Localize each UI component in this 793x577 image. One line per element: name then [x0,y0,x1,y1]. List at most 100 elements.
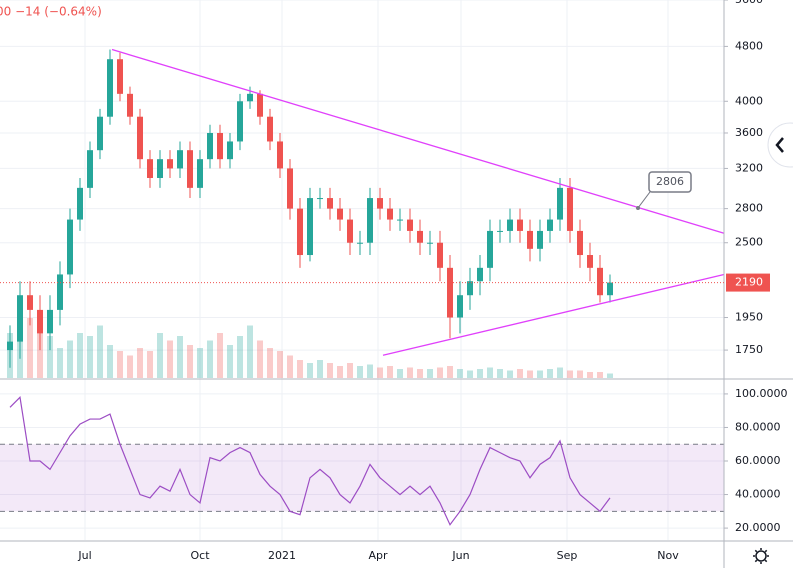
candle-body [67,219,73,275]
annotation-point [636,205,640,210]
trendline [111,48,725,234]
candle-body [57,274,63,310]
candle-body [367,198,373,243]
candle-body [587,255,593,268]
x-tick-label: Sep [557,549,578,562]
y-tick-label: 1950 [735,311,763,324]
volume-bar [67,340,73,378]
volume-bar [467,370,473,378]
volume-bar [577,370,583,378]
gear-teeth[interactable] [753,548,769,564]
candle-body [597,267,603,296]
candle-body [317,198,323,200]
volume-bar [457,369,463,378]
candle-body [257,93,263,117]
candle-body [567,187,573,231]
candle-body [17,295,23,342]
volume-bar [317,360,323,378]
annotation-connector [637,191,651,209]
x-tick-label: Nov [657,549,679,562]
candle-body [387,208,393,220]
collapse-button[interactable] [767,122,793,168]
candle-body [97,116,103,151]
volume-bar [227,345,233,378]
candle-body [287,168,293,209]
volume-bar [377,367,383,378]
candle-body [407,219,413,231]
candle-body [277,141,283,169]
candle-body [127,93,133,117]
last-price-label: 2190 [735,276,763,289]
candle-body [497,230,503,232]
y-tick-label: 5600 [735,0,763,6]
x-tick-label: 2021 [268,549,296,562]
candle-body [227,141,233,160]
candle-body [37,309,43,334]
y-tick-label: 1750 [735,343,763,356]
candle-body [517,219,523,231]
candle-body [427,242,433,244]
volume-bar [47,336,53,378]
candle-body [267,116,273,142]
volume-bar [117,351,123,378]
volume-bar [197,348,203,378]
volume-bar [407,367,413,378]
volume-bar [417,369,423,378]
rsi-tick-label: 20.0000 [735,521,781,534]
annotation-box [648,171,692,193]
candle-body [117,59,123,94]
volume-bar [27,318,33,378]
y-tick-label: 3200 [735,161,763,174]
x-tick-label: Apr [368,549,388,562]
settings-icon[interactable] [753,548,769,564]
button-circle[interactable] [767,122,793,168]
volume-bar [77,333,83,378]
volume-bar [397,369,403,378]
volume-bar [217,333,223,378]
candle-body [577,230,583,256]
volume-bar [187,345,193,378]
candle-body [157,159,163,178]
rsi-tick-label: 100.0000 [735,387,788,400]
volume-bar [17,340,23,378]
x-tick-label: Oct [190,549,210,562]
candle-body [177,150,183,169]
gear[interactable] [755,550,767,562]
volume-bar [177,336,183,378]
candle-body [397,219,403,221]
volume-bar [517,369,523,378]
volume-bar [267,348,273,378]
last-price-box [726,273,770,292]
volume-bar [347,363,353,378]
candle-body [167,159,173,169]
candle-body [187,150,193,188]
candle-body [547,219,553,231]
grid [0,0,724,540]
candle-body [87,150,93,188]
x-tick-label: Jun [451,549,469,562]
candle-body [507,219,513,231]
candle-body [327,198,333,209]
volume-bar [157,333,163,378]
volume-bar [557,367,563,378]
rsi-tick-label: 80.0000 [735,420,781,433]
rsi-tick-label: 40.0000 [735,488,781,501]
trendline [382,273,725,356]
candle-body [477,267,483,282]
volume-bar [527,370,533,378]
candle-body [237,101,243,142]
volume-bar [307,363,313,378]
volume-bar [567,370,573,378]
y-tick-label: 2800 [735,202,763,215]
candle-body [437,242,443,268]
volume-bar [587,372,593,378]
button-chevron[interactable] [775,137,784,153]
volume-bar [427,369,433,378]
candle-body [77,187,83,220]
x-tick-label: Jul [77,549,91,562]
candle-body [537,230,543,249]
candle-body [47,309,53,334]
candle-body [307,198,313,256]
volume-bar [207,340,213,378]
volume-bar [387,366,393,378]
